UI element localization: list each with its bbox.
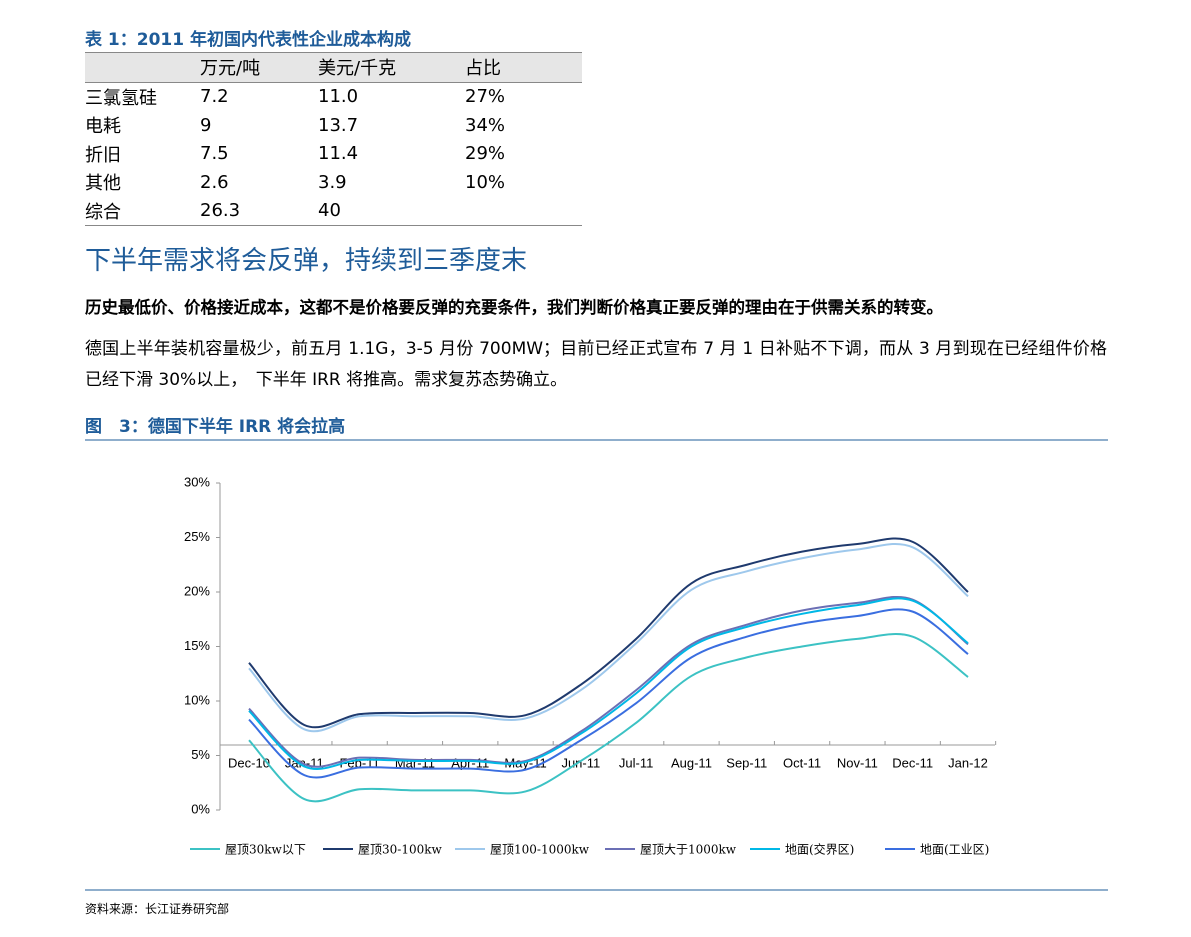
legend-label: 屋顶100-1000kw <box>490 843 590 857</box>
table-row: 综合 26.3 40 <box>85 197 582 226</box>
series-line <box>248 633 969 803</box>
table-cell: 9 <box>200 114 212 136</box>
y-tick-label: 5% <box>191 747 210 762</box>
table-cell: 10% <box>465 171 506 193</box>
table-cell: 综合 <box>85 201 121 223</box>
bold-paragraph: 历史最低价、价格接近成本，这都不是价格要反弹的充要条件，我们判断价格真正要反弹的… <box>85 298 943 317</box>
y-tick-label: 10% <box>184 692 210 707</box>
section-heading: 下半年需求将会反弹，持续到三季度末 <box>85 246 528 276</box>
table-cell: 34% <box>465 114 506 136</box>
legend-label: 屋顶大于1000kw <box>640 843 737 857</box>
x-tick-label: Dec-10 <box>228 755 270 770</box>
table-caption: 表 1：2011 年初国内代表性企业成本构成 <box>85 30 411 50</box>
table-cell: 7.2 <box>200 86 229 108</box>
series-line <box>248 608 969 779</box>
legend-label: 屋顶30kw以下 <box>225 843 306 857</box>
series-line <box>248 537 969 729</box>
table-cell: 其他 <box>85 173 121 195</box>
header-cell: 美元/千克 <box>318 58 397 80</box>
table-cell: 27% <box>465 86 506 108</box>
x-tick-label: Jul-11 <box>619 755 653 770</box>
table-cell: 26.3 <box>200 200 241 222</box>
legend-label: 屋顶30-100kw <box>358 843 443 857</box>
x-tick-label: Aug-11 <box>671 755 712 770</box>
y-tick-label: 20% <box>184 583 210 598</box>
table-cell: 三氯氢硅 <box>85 87 157 109</box>
x-tick-label: Jan-12 <box>948 755 988 770</box>
table-cell: 29% <box>465 143 506 165</box>
x-tick-label: Nov-11 <box>837 755 878 770</box>
table-cell: 2.6 <box>200 171 229 193</box>
y-tick-label: 15% <box>184 638 210 653</box>
table-row: 三氯氢硅 7.2 11.0 27% <box>85 82 582 111</box>
series-line <box>248 597 969 770</box>
table-cell: 13.7 <box>318 114 359 136</box>
table-cell: 40 <box>318 200 341 222</box>
table-cell: 电耗 <box>85 116 121 138</box>
header-row: 万元/吨 美元/千克 占比 <box>85 52 582 82</box>
series-line <box>248 543 969 733</box>
legend-label: 地面(交界区) <box>785 842 854 857</box>
table-row: 电耗 9 13.7 34% <box>85 111 582 140</box>
table-cell: 3.9 <box>318 171 347 193</box>
cost-table: 万元/吨 美元/千克 占比 三氯氢硅 7.2 11.0 27% 电耗 9 13.7 34% 折旧… <box>85 52 582 226</box>
header-cell: 万元/吨 <box>200 58 261 80</box>
x-tick-label: Dec-11 <box>892 755 933 770</box>
x-tick-label: Oct-11 <box>783 755 821 770</box>
header-cell: 占比 <box>465 58 501 80</box>
legend-label: 地面(工业区) <box>920 843 989 857</box>
table-cell: 11.0 <box>318 86 359 108</box>
x-tick-label: Sep-11 <box>726 755 767 770</box>
table-cell: 折旧 <box>85 144 121 166</box>
table-cell: 11.4 <box>318 143 359 165</box>
paragraph: 德国上半年装机容量极少，前五月 1.1G，3-5 月份 700MW；目前已经正式… <box>85 339 1107 390</box>
table-cell: 7.5 <box>200 143 229 165</box>
y-tick-label: 25% <box>184 529 210 544</box>
table-row: 折旧 7.5 11.4 29% <box>85 140 582 169</box>
series-line <box>248 595 969 768</box>
source-note: 资料来源：长江证券研究部 <box>85 902 230 916</box>
y-tick-label: 30% <box>184 474 210 489</box>
figure-caption: 图 3：德国下半年 IRR 将会拉高 <box>85 417 346 437</box>
y-tick-label: 0% <box>191 801 210 816</box>
x-tick-label: Jun-11 <box>561 755 600 770</box>
table-row: 其他 2.6 3.9 10% <box>85 168 582 197</box>
